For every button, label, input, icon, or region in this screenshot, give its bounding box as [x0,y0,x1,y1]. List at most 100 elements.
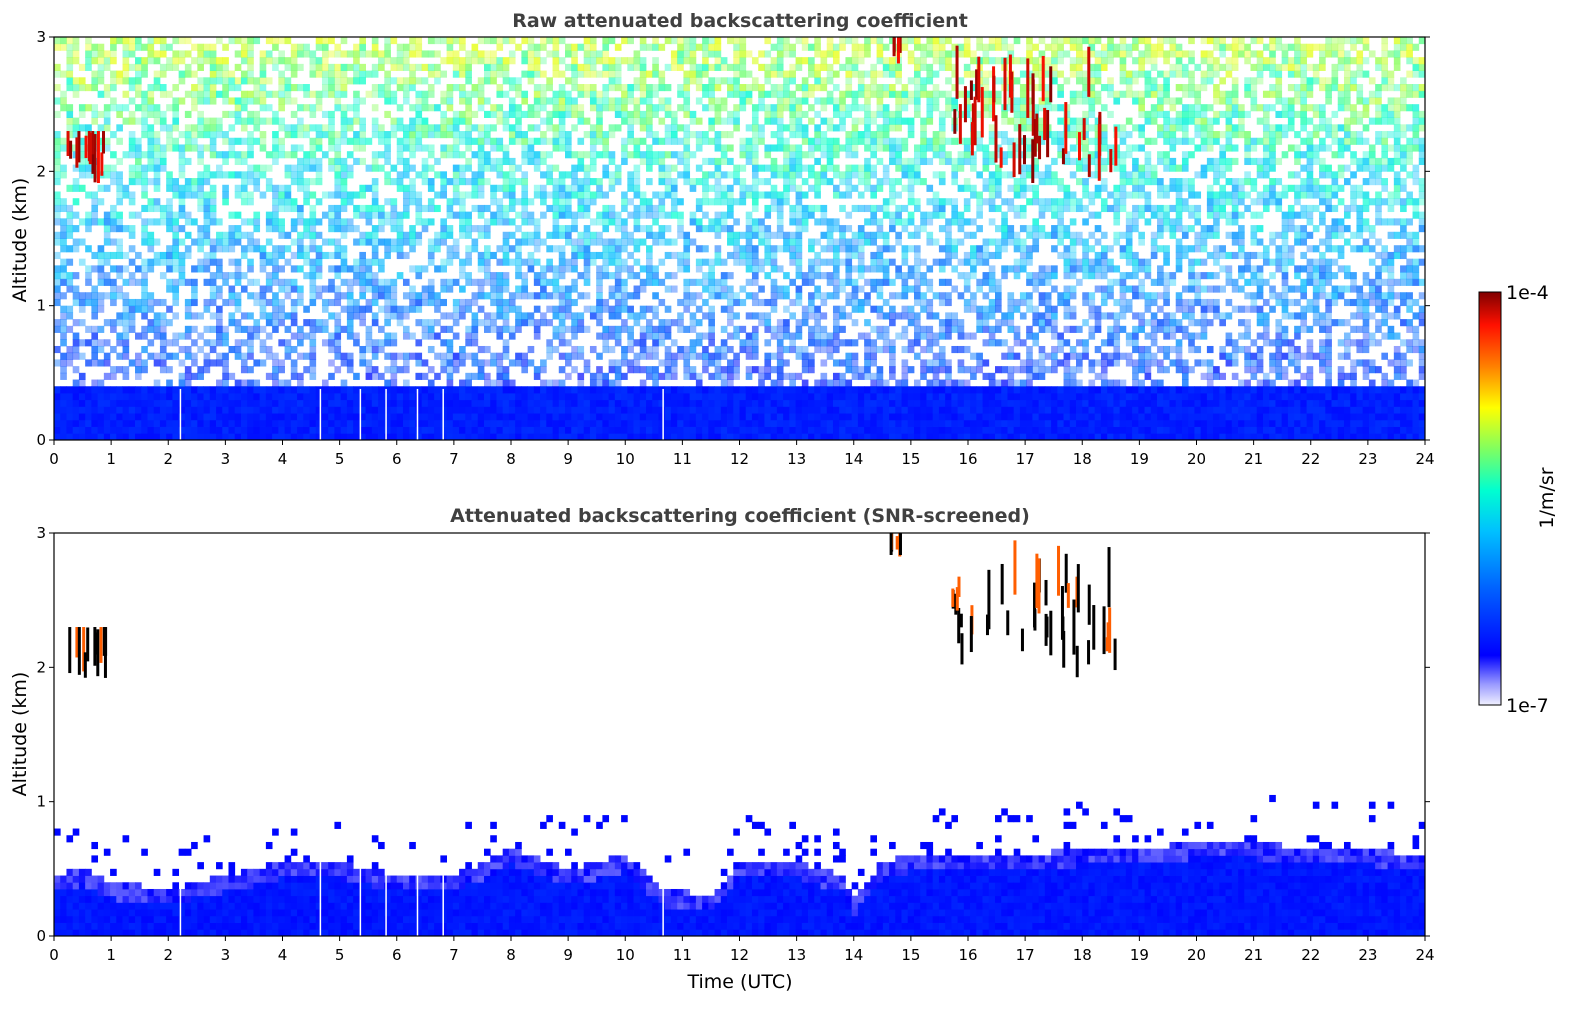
heatmap-cell [702,413,709,421]
heatmap-cell [714,258,722,266]
heatmap-cell [141,43,148,51]
heatmap-cell [502,345,510,354]
heatmap-cell [203,325,211,333]
heatmap-cell [583,151,591,159]
heatmap-cell [178,419,186,427]
heatmap-cell [683,43,691,51]
heatmap-cell [359,292,366,300]
heatmap-cell [459,272,466,280]
heatmap-cell [614,251,622,260]
heatmap-cell [465,218,472,226]
heatmap-cell [608,124,616,132]
heatmap-cell [135,157,142,166]
heatmap-cell [91,50,99,58]
heatmap-cell [577,379,585,387]
heatmap-cell [110,433,117,441]
heatmap-cell [733,366,740,374]
heatmap-cell [147,298,155,307]
heatmap-cell [191,218,198,226]
heatmap-cell [670,392,678,401]
heatmap-cell [770,352,778,360]
heatmap-cell [60,413,67,421]
heatmap-cell [240,251,248,260]
heatmap-cell [733,245,740,253]
heatmap-cell [415,359,423,367]
heatmap-cell [222,298,229,307]
heatmap-cell [714,178,722,186]
heatmap-cell [720,285,728,293]
heatmap-cell [54,419,61,427]
heatmap-cell [477,151,485,159]
heatmap-cell [396,406,404,414]
heatmap-cell [702,63,709,71]
heatmap-cell [714,84,722,92]
heatmap-cell [508,245,516,253]
heatmap-cell [427,319,435,327]
heatmap-cell [783,332,790,340]
heatmap-cell [558,225,566,233]
heatmap-cell [184,345,192,354]
heatmap-cell [91,57,99,65]
heatmap-cell [415,238,423,246]
heatmap-cell [384,131,391,139]
heatmap-cell [141,104,148,112]
heatmap-cell [321,319,329,327]
heatmap-cell [452,50,460,58]
panel-raw-ylabel: Altitude (km) [9,178,31,303]
heatmap-cell [197,90,204,98]
heatmap-cell [321,305,329,313]
heatmap-cell [346,292,354,300]
heatmap-cell [826,272,834,280]
heatmap-cell [577,178,585,186]
heatmap-cell [552,325,560,333]
heatmap-cell [646,231,653,239]
heatmap-cell [552,332,560,340]
heatmap-cell [839,379,846,387]
heatmap-cell [378,433,385,441]
heatmap-cell [110,372,117,380]
heatmap-cell [708,292,715,300]
heatmap-cell [85,298,92,307]
heatmap-cell [247,413,254,421]
heatmap-cell [172,218,180,226]
heatmap-cell [378,131,385,139]
heatmap-cell [477,251,485,260]
heatmap-cell [415,204,423,213]
heatmap-cell [695,117,703,125]
heatmap-cell [477,345,485,354]
heatmap-cell [321,298,329,307]
heatmap-cell [565,77,572,85]
heatmap-cell [720,171,728,179]
heatmap-cell [714,184,722,192]
heatmap-cell [502,325,510,333]
heatmap-cell [54,211,61,219]
heatmap-cell [259,131,267,139]
heatmap-cell [452,131,460,139]
heatmap-cell [390,238,398,246]
heatmap-cell [365,325,373,333]
heatmap-cell [521,312,529,320]
heatmap-cell [770,43,778,51]
heatmap-cell [770,305,778,313]
heatmap-cell [577,191,585,199]
heatmap-cell [297,379,304,387]
heatmap-cell [702,137,709,145]
heatmap-cell [172,419,180,427]
heatmap-cell [321,251,329,260]
heatmap-cell [558,84,566,92]
heatmap-cell [78,171,86,179]
heatmap-cell [272,157,279,166]
heatmap-cell [85,433,92,441]
heatmap-cell [826,426,834,434]
heatmap-cell [646,413,653,421]
heatmap-cell [141,392,148,401]
heatmap-cell [758,231,765,239]
heatmap-cell [60,137,67,145]
heatmap-cell [203,211,211,219]
heatmap-cell [801,366,809,374]
heatmap-cell [452,124,460,132]
heatmap-cell [508,359,516,367]
heatmap-cell [664,211,672,219]
heatmap-cell [78,386,86,394]
heatmap-cell [702,433,709,441]
